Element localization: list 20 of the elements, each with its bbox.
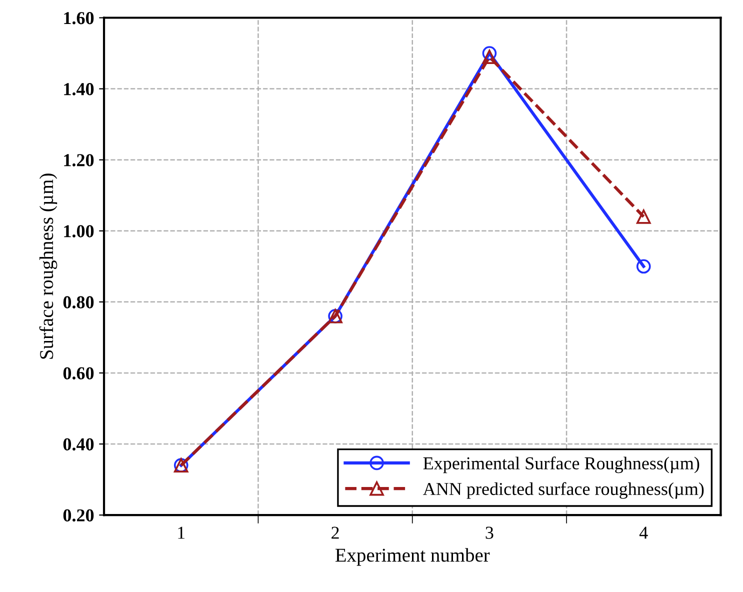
y-tick-label: 1.40 [64, 83, 94, 96]
point [482, 50, 497, 64]
point [482, 46, 497, 60]
x-axis-title: Experiment number [335, 548, 490, 566]
legend-label: Experimental Surface Roughness(µm) [423, 456, 700, 474]
point [636, 259, 651, 274]
y-tick-label: 0.20 [63, 509, 94, 522]
y-tick-label: 1.60 [64, 12, 94, 24]
y-tick-label: 0.40 [63, 438, 94, 451]
y-axis-title: Surface roughness (µm) [39, 174, 58, 359]
x-tick-label: 4 [639, 526, 648, 539]
legend-label: ANN predicted surface roughness(µm) [422, 482, 704, 499]
x-tick-label: 1 [178, 526, 185, 539]
y-tick-label: 0.60 [63, 367, 94, 380]
y-tick-label: 0.80 [63, 296, 94, 308]
x-tick-label: 3 [486, 526, 494, 539]
y-tick-label: 1.00 [64, 225, 94, 238]
y-tick-label: 1.20 [64, 154, 94, 166]
point [636, 210, 651, 224]
x-tick-label: 2 [332, 526, 339, 539]
